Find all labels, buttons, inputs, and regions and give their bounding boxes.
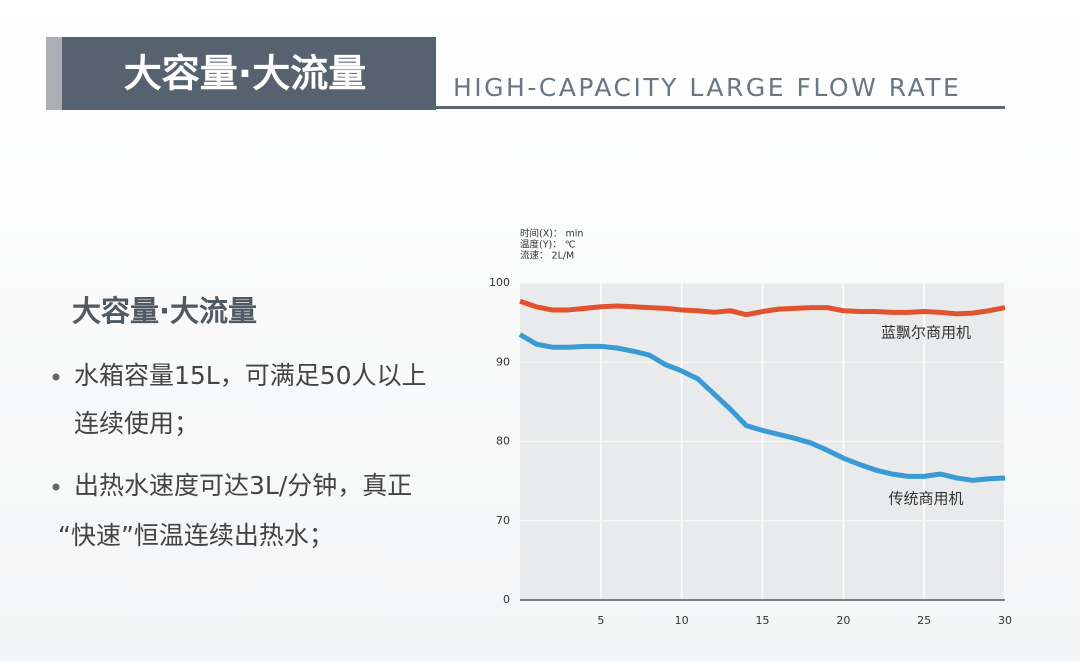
bullet-dot [52, 483, 60, 491]
y-tick-label: 0 [503, 593, 510, 606]
x-tick-label: 20 [836, 614, 850, 627]
y-tick-label: 100 [489, 276, 510, 289]
bullet-dot [52, 373, 60, 381]
feature-heading: 大容量·大流量 [72, 294, 257, 328]
header-subtitle: HIGH-CAPACITY LARGE FLOW RATE [453, 73, 961, 102]
chart-note: 流速： 2L/M [520, 250, 574, 262]
x-tick-label: 10 [675, 614, 689, 627]
header-rule [436, 106, 1005, 109]
series-label: 蓝飘尔商用机 [881, 324, 971, 342]
y-tick-label: 80 [496, 435, 510, 448]
y-tick-label: 70 [496, 514, 510, 527]
line-series [519, 298, 1006, 318]
x-tick-label: 30 [998, 614, 1012, 627]
y-tick-label: 90 [496, 355, 510, 368]
x-tick-label: 5 [597, 614, 604, 627]
x-tick-label: 25 [917, 614, 931, 627]
header-bar [62, 37, 436, 110]
bullet-text: 水箱容量15L，可满足50人以上 [74, 361, 427, 390]
bullet-text: “快速”恒温连续出热水； [58, 521, 334, 550]
chart-note: 时间(X)： min [520, 228, 583, 240]
series-label: 传统商用机 [888, 490, 963, 508]
bullet-text: 出热水速度可达3L/分钟，真正 [74, 471, 412, 500]
header-strip [46, 37, 62, 110]
header-title: 大容量·大流量 [124, 52, 366, 96]
chart-note: 温度(Y)： ℃ [520, 239, 576, 251]
x-tick-label: 15 [756, 614, 770, 627]
line-series [518, 332, 1006, 483]
bullet-text: 连续使用； [74, 409, 199, 438]
